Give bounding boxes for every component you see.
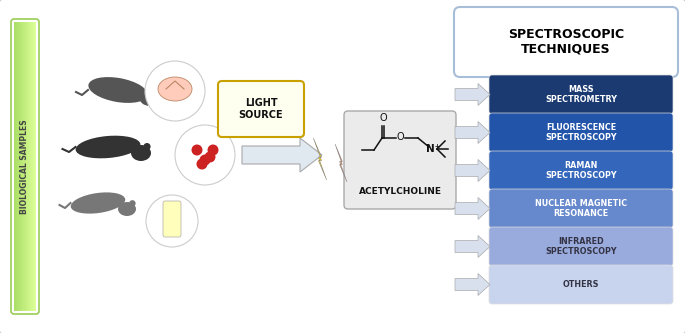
Ellipse shape bbox=[139, 88, 161, 106]
Text: RAMAN
SPECTROSCOPY: RAMAN SPECTROSCOPY bbox=[545, 161, 616, 180]
FancyBboxPatch shape bbox=[489, 265, 673, 304]
Circle shape bbox=[146, 195, 198, 247]
FancyBboxPatch shape bbox=[163, 201, 181, 237]
Circle shape bbox=[197, 159, 208, 169]
Ellipse shape bbox=[71, 192, 125, 213]
Text: LIGHT
SOURCE: LIGHT SOURCE bbox=[238, 98, 284, 120]
Circle shape bbox=[145, 61, 205, 121]
Text: N⁺: N⁺ bbox=[426, 144, 440, 154]
Ellipse shape bbox=[158, 77, 192, 101]
Text: MASS
SPECTROMETRY: MASS SPECTROMETRY bbox=[545, 85, 617, 104]
FancyBboxPatch shape bbox=[489, 113, 673, 152]
FancyBboxPatch shape bbox=[218, 81, 304, 137]
Polygon shape bbox=[313, 138, 327, 180]
Circle shape bbox=[192, 145, 203, 156]
Circle shape bbox=[143, 143, 151, 150]
FancyBboxPatch shape bbox=[489, 189, 673, 228]
Text: SPECTROSCOPIC
TECHNIQUES: SPECTROSCOPIC TECHNIQUES bbox=[508, 28, 624, 56]
Polygon shape bbox=[455, 122, 490, 144]
Ellipse shape bbox=[88, 77, 148, 103]
Circle shape bbox=[208, 145, 219, 156]
Circle shape bbox=[205, 152, 216, 163]
Circle shape bbox=[175, 125, 235, 185]
Text: O: O bbox=[379, 113, 387, 123]
FancyBboxPatch shape bbox=[489, 75, 673, 114]
Polygon shape bbox=[455, 84, 490, 106]
FancyBboxPatch shape bbox=[454, 7, 678, 77]
Polygon shape bbox=[455, 197, 490, 219]
Text: FLUORESCENCE
SPECTROSCOPY: FLUORESCENCE SPECTROSCOPY bbox=[545, 123, 616, 142]
Text: O: O bbox=[396, 132, 404, 142]
Text: NUCLEAR MAGNETIC
RESONANCE: NUCLEAR MAGNETIC RESONANCE bbox=[535, 199, 627, 218]
Circle shape bbox=[199, 155, 210, 166]
Ellipse shape bbox=[118, 202, 136, 216]
Polygon shape bbox=[242, 138, 322, 172]
Text: BIOLOGICAL SAMPLES: BIOLOGICAL SAMPLES bbox=[21, 119, 29, 214]
Text: OTHERS: OTHERS bbox=[563, 280, 599, 289]
Circle shape bbox=[129, 200, 136, 207]
Circle shape bbox=[153, 86, 160, 94]
Ellipse shape bbox=[131, 145, 151, 161]
FancyBboxPatch shape bbox=[344, 111, 456, 209]
Text: INFRARED
SPECTROSCOPY: INFRARED SPECTROSCOPY bbox=[545, 237, 616, 256]
Polygon shape bbox=[455, 273, 490, 295]
FancyBboxPatch shape bbox=[489, 151, 673, 190]
Text: ACETYLCHOLINE: ACETYLCHOLINE bbox=[358, 186, 442, 195]
FancyBboxPatch shape bbox=[489, 227, 673, 266]
Polygon shape bbox=[455, 235, 490, 257]
Ellipse shape bbox=[75, 136, 140, 158]
Polygon shape bbox=[455, 160, 490, 181]
Polygon shape bbox=[335, 144, 347, 182]
